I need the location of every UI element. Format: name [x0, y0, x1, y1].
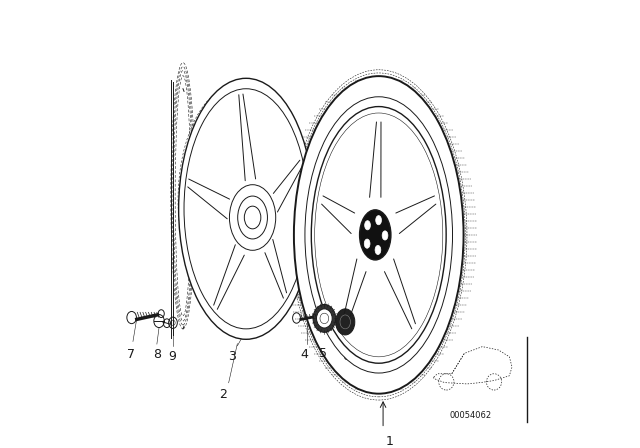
Text: 5: 5 — [319, 347, 328, 360]
Ellipse shape — [376, 215, 381, 225]
Ellipse shape — [229, 185, 276, 250]
Text: 1: 1 — [386, 435, 394, 448]
Ellipse shape — [340, 315, 351, 329]
Text: 8: 8 — [153, 349, 161, 362]
Ellipse shape — [244, 206, 261, 229]
Ellipse shape — [305, 97, 452, 373]
Ellipse shape — [294, 76, 463, 394]
Ellipse shape — [311, 107, 446, 363]
Polygon shape — [369, 122, 381, 197]
Text: 00054062: 00054062 — [449, 411, 492, 420]
Ellipse shape — [335, 309, 355, 335]
Ellipse shape — [365, 221, 371, 230]
Ellipse shape — [320, 313, 329, 323]
Polygon shape — [188, 179, 230, 219]
Text: 3: 3 — [228, 350, 236, 363]
Text: 6: 6 — [342, 350, 351, 363]
Text: 9: 9 — [168, 350, 176, 363]
Polygon shape — [273, 160, 301, 212]
Ellipse shape — [364, 239, 370, 248]
Polygon shape — [239, 94, 255, 181]
Ellipse shape — [237, 196, 268, 239]
Ellipse shape — [382, 231, 388, 240]
Polygon shape — [321, 196, 355, 233]
Polygon shape — [385, 259, 415, 329]
Text: 2: 2 — [220, 388, 227, 401]
Ellipse shape — [375, 246, 381, 254]
Polygon shape — [265, 239, 287, 298]
Polygon shape — [342, 259, 366, 329]
Ellipse shape — [317, 309, 332, 328]
Ellipse shape — [179, 78, 314, 339]
Text: 4: 4 — [301, 348, 308, 361]
Ellipse shape — [313, 305, 335, 332]
Polygon shape — [396, 196, 436, 233]
Polygon shape — [214, 245, 244, 309]
Text: 7: 7 — [127, 348, 135, 361]
Ellipse shape — [360, 210, 391, 260]
